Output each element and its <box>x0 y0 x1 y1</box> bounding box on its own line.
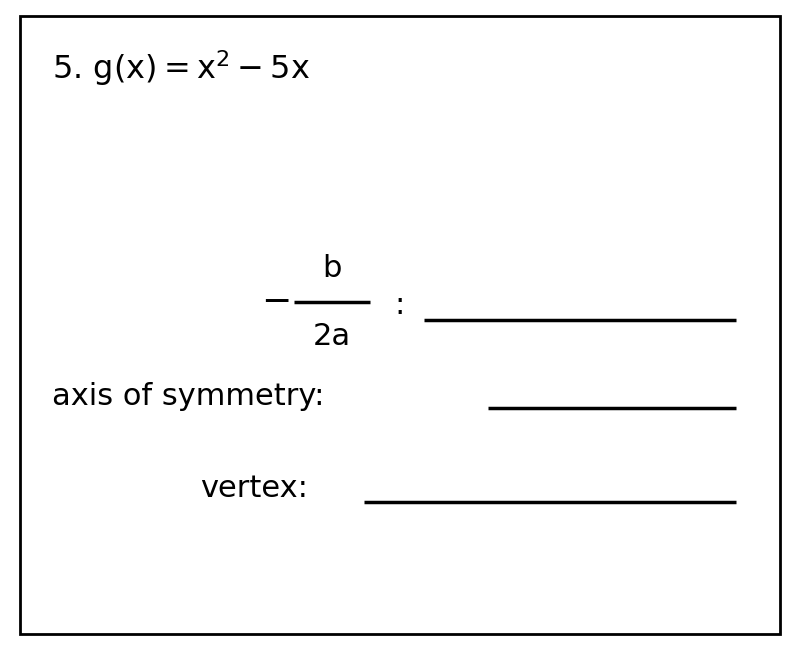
Text: vertex:: vertex: <box>200 474 308 503</box>
Text: 5. $\mathsf{g(x) = x^{2} - 5x}$: 5. $\mathsf{g(x) = x^{2} - 5x}$ <box>52 48 310 88</box>
Text: −: − <box>261 285 291 319</box>
Text: 2a: 2a <box>313 322 351 350</box>
Text: b: b <box>322 254 342 283</box>
Text: :: : <box>395 291 405 320</box>
FancyBboxPatch shape <box>20 16 780 634</box>
Text: axis of symmetry:: axis of symmetry: <box>52 382 324 411</box>
